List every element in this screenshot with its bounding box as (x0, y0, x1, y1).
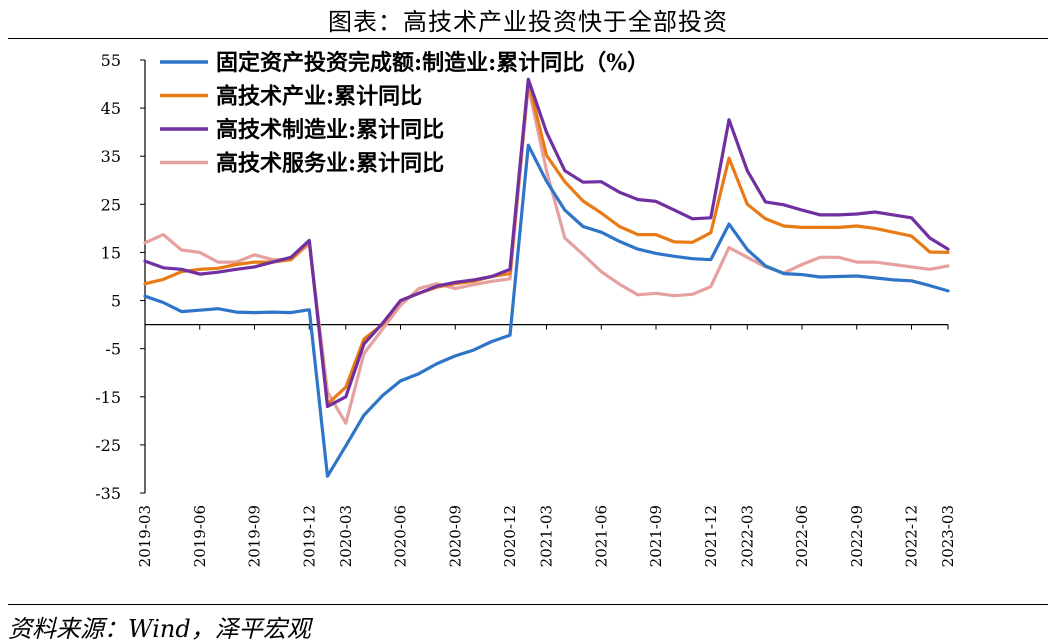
y-tick-label: -15 (95, 388, 121, 407)
legend-label-1: 高技术产业:累计同比 (216, 84, 422, 110)
y-tick-label: 5 (111, 292, 121, 311)
y-tick-label: 35 (101, 147, 121, 166)
x-tick-label: 2019-03 (136, 505, 154, 567)
legend-label-0: 固定资产投资完成额:制造业:累计同比（%） (216, 50, 649, 76)
x-tick-label: 2019-09 (246, 505, 264, 567)
source-note: 资料来源：Wind，泽平宏观 (8, 615, 311, 643)
legend: 固定资产投资完成额:制造业:累计同比（%） 高技术产业:累计同比高技术制造业:累计… (160, 50, 649, 177)
x-tick-label: 2021-06 (592, 505, 610, 567)
x-tick-label: 2020-12 (501, 505, 519, 567)
x-tick-label: 2020-03 (337, 505, 355, 567)
x-tick-label: 2019-12 (300, 505, 318, 567)
x-tick-label: 2021-03 (538, 505, 556, 567)
x-tick-label: 2022-03 (738, 505, 756, 567)
y-tick-label: -5 (105, 340, 121, 359)
y-tick-label: 25 (101, 195, 121, 214)
series-line-2 (143, 77, 950, 408)
x-tick-label: 2021-12 (702, 505, 720, 567)
axes: 55 45 35 25 15 5 -5 -15 -25 -35 2019-03 2019-06 2019… (95, 51, 957, 567)
chart-title: 图表：高技术产业投资快于全部投资 (328, 8, 728, 36)
source-divider (8, 604, 1048, 605)
legend-label-2: 高技术制造业:累计同比 (216, 117, 444, 143)
x-tick-label: 2020-09 (446, 505, 464, 567)
series-line-0 (143, 143, 950, 478)
y-tick-label: -35 (95, 484, 121, 503)
x-tick-label: 2020-06 (392, 505, 410, 567)
y-tick-label: 55 (101, 51, 121, 70)
series-lines (143, 77, 950, 478)
x-tick-label: 2022-06 (793, 505, 811, 567)
x-tick-label: 2022-12 (903, 505, 921, 567)
x-tick-label: 2023-03 (939, 505, 957, 567)
y-tick-label: 15 (101, 243, 121, 262)
x-tick-label: 2019-06 (191, 505, 209, 567)
x-tick-label: 2022-09 (848, 505, 866, 567)
legend-label-3: 高技术服务业:累计同比 (216, 151, 444, 177)
y-tick-label: 45 (101, 99, 121, 118)
y-tick-label: -25 (95, 436, 121, 455)
line-chart: 55 45 35 25 15 5 -5 -15 -25 -35 2019-03 2019-06 2019… (95, 50, 957, 567)
x-tick-label: 2021-09 (647, 505, 665, 567)
title-divider (8, 38, 1048, 39)
